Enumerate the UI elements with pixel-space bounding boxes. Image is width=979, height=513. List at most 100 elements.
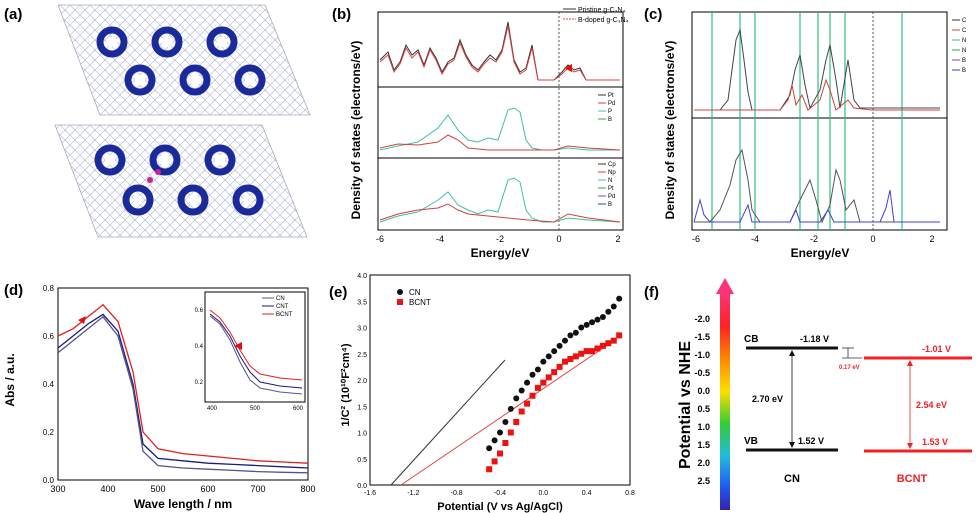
dos-c-leg-5: B (962, 68, 966, 74)
dos-c-top-grey (694, 28, 940, 111)
ms-point-bcnt (486, 466, 493, 473)
bcnt-name: BCNT (897, 473, 928, 485)
top-rings (96, 26, 266, 96)
band-ytick-4: 0.0 (697, 386, 710, 396)
dos-b-xtick-4: 2 (615, 234, 620, 244)
band-ytick-1: -1.5 (694, 332, 710, 342)
ms-point-cn (529, 371, 536, 378)
ms-ytick-1: 0.5 (357, 457, 367, 464)
dos-c-xtick-1: -4 (751, 234, 759, 244)
ms-fit-cn (390, 359, 506, 486)
dos-b-xtick-0: -6 (376, 234, 384, 244)
dos-b-lm-1: Pd (608, 101, 615, 107)
panel-f: (f) Potential vs NHE -2.0 -1.5 -1.0 -0.5… (640, 270, 979, 513)
ms-xtick-0: -1.6 (364, 490, 376, 497)
dos-b-lb-2: N (608, 178, 612, 184)
band-ytick-5: 0.5 (697, 404, 710, 414)
abs-inset (204, 291, 306, 403)
band-ytick-3: -0.5 (694, 368, 710, 378)
ms-point-cn (534, 366, 541, 373)
inset-xtick-0: 400 (207, 406, 218, 412)
band-ytick-8: 2.0 (697, 458, 710, 468)
inset-ytick-0: 0.6 (195, 308, 204, 314)
abs-series-2 (57, 315, 309, 474)
panel-b: (b) Density of states (electrons/eV) Pri… (328, 0, 638, 265)
abs-ytick-1: 0.2 (43, 428, 55, 437)
ms-ytick-4: 2.0 (357, 378, 367, 385)
bcnt-gap-value: 2.54 eV (916, 400, 947, 410)
ms-fit-bcnt (400, 339, 616, 486)
ms-point-cn (491, 437, 498, 444)
dos-b-bot-red (379, 203, 621, 223)
ms-ytick-8: 4.0 (357, 273, 367, 280)
ms-xtick-3: -0.4 (494, 490, 506, 497)
ms-legend-cn: CN (409, 288, 421, 297)
panel-f-label: (f) (644, 284, 659, 301)
ms-point-bcnt (540, 379, 547, 386)
panel-e: (e) 1/C² (10¹⁰F²cm⁴) -1.6 -1.2 -0.8 -0.4 0.0… (325, 270, 635, 513)
dos-b-bot-green (379, 177, 621, 223)
ms-point-bcnt (594, 345, 601, 352)
ms-point-bcnt (578, 350, 585, 357)
abs-ylabel: Abs / a.u. (3, 353, 17, 406)
dos-c-leg-1: C (962, 28, 967, 34)
ms-point-cn (556, 342, 563, 349)
dos-b-lb-5: B (608, 202, 612, 208)
ms-point-bcnt (513, 419, 520, 425)
absorbance-chart: Abs / a.u. 300 400 500 600 700 800 0.0 0.2 0.4 0.… (3, 284, 316, 511)
dos-b-lb-0: Cp (608, 162, 616, 168)
bcnt-vb-value: 1.53 V (922, 437, 948, 447)
dos-b-lb-1: Np (608, 170, 616, 176)
ms-point-cn (589, 319, 596, 326)
ms-ytick-2: 1.0 (357, 431, 367, 438)
ms-point-bcnt (567, 356, 574, 362)
ms-point-cn (567, 332, 574, 339)
ms-point-cn (486, 445, 493, 452)
ms-point-bcnt (605, 340, 612, 347)
structure-images (54, 4, 311, 238)
ms-point-cn (572, 329, 579, 336)
ms-point-bcnt (518, 408, 525, 415)
dos-b-lb-4: Pd (608, 194, 615, 200)
ms-point-cn (524, 379, 531, 386)
ms-ytick-0: 0.0 (357, 483, 367, 490)
ms-ytick-6: 3.0 (357, 326, 367, 333)
bottom-rings (94, 144, 264, 216)
inset-xtick-1: 500 (250, 406, 261, 412)
abs-xtick-2: 500 (150, 484, 165, 494)
ms-point-bcnt (551, 369, 558, 376)
panel-b-label: (b) (332, 6, 352, 23)
dos-c-bot-grey (694, 148, 940, 224)
ms-point-bcnt (583, 348, 590, 355)
dos-b-top-pristine (379, 21, 620, 81)
ms-point-cn (594, 316, 601, 323)
ms-xtick-4: 0.0 (538, 490, 548, 497)
dos-c-leg-3: N (962, 48, 966, 54)
ms-point-bcnt (534, 384, 541, 391)
bottom-lattice (54, 124, 308, 238)
ms-point-cn (513, 395, 520, 402)
ms-point-bcnt (524, 400, 531, 407)
panel-a-label: (a) (4, 6, 23, 23)
abs-xtick-4: 700 (250, 484, 265, 494)
dos-b-legend-pristine: Pristine g-C₃N₄ (578, 7, 625, 14)
ms-point-cn (502, 419, 509, 425)
ms-xtick-1: -1.2 (407, 490, 419, 497)
cn-cb-value: -1.18 V (800, 334, 829, 344)
dos-b-mid-red (379, 134, 621, 151)
top-lattice (57, 4, 311, 116)
abs-xtick-1: 400 (100, 484, 115, 494)
band-diagram: Potential vs NHE -2.0 -1.5 -1.0 -0.5 0.0… (677, 278, 972, 510)
cn-name: CN (784, 473, 800, 485)
dos-c-xtick-3: 0 (870, 234, 875, 244)
ms-point-bcnt (589, 348, 596, 355)
dos-b-ylabel: Density of states (electrons/eV) (349, 41, 363, 220)
dos-c-top-red (694, 78, 940, 111)
ms-point-bcnt (497, 450, 503, 457)
inset-arrow (234, 342, 242, 350)
abs-series-1 (57, 313, 309, 469)
bcnt-cb-value: -1.01 V (922, 344, 951, 354)
dos-c-xlabel: Energy/eV (791, 246, 850, 260)
cn-gap-value: 2.70 eV (752, 394, 783, 404)
dos-c-leg-2: N (962, 38, 966, 44)
